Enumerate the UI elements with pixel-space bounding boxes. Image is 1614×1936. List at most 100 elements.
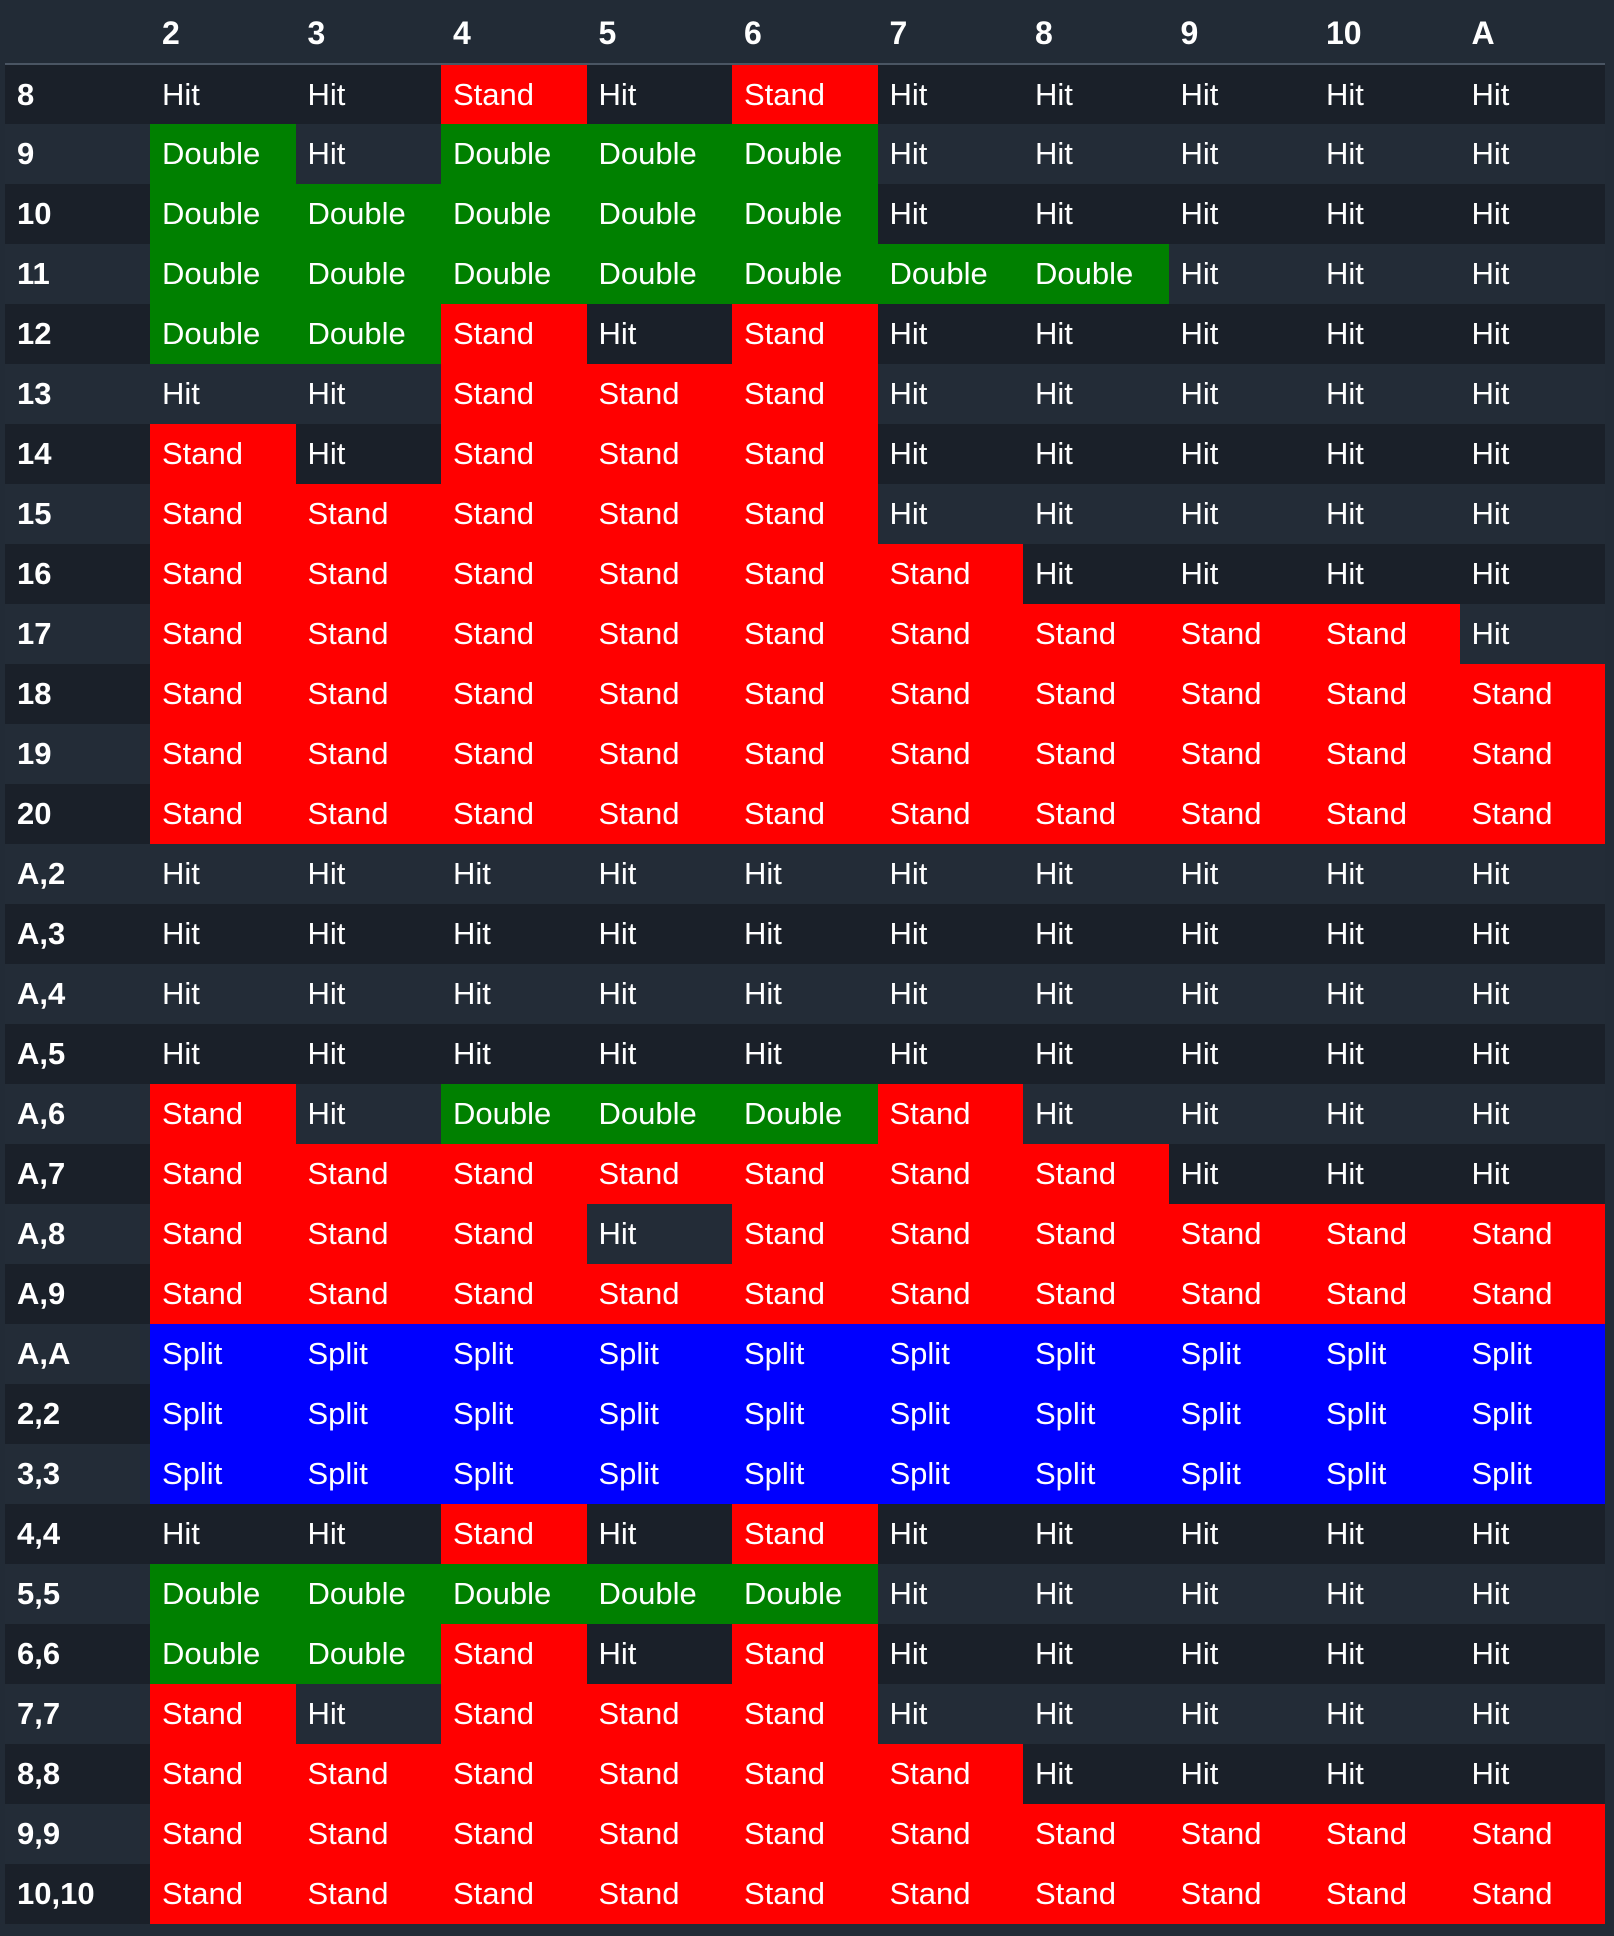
action-cell: Split — [441, 1444, 587, 1504]
action-cell: Stand — [1023, 1264, 1169, 1324]
action-cell: Stand — [1023, 1144, 1169, 1204]
action-cell: Split — [1314, 1324, 1460, 1384]
action-cell: Hit — [1459, 1144, 1605, 1204]
player-hand-label: 12 — [5, 304, 150, 364]
action-cell: Hit — [1023, 1504, 1169, 1564]
action-cell: Stand — [732, 1864, 878, 1924]
table-row: A,6 Stand Hit Double Double Double Stand Hit Hit… — [5, 1084, 1605, 1144]
action-cell: Stand — [150, 1684, 296, 1744]
action-cell: Double — [732, 1564, 878, 1624]
action-cell: Stand — [441, 1864, 587, 1924]
action-cell: Hit — [1023, 964, 1169, 1024]
action-cell: Double — [586, 184, 732, 244]
dealer-card-header: 8 — [1023, 4, 1169, 65]
action-cell: Stand — [441, 64, 587, 124]
action-cell: Stand — [732, 64, 878, 124]
action-cell: Hit — [150, 364, 296, 424]
action-cell: Stand — [441, 1744, 587, 1804]
player-hand-label: A,4 — [5, 964, 150, 1024]
action-cell: Double — [586, 1564, 732, 1624]
action-cell: Double — [295, 304, 441, 364]
action-cell: Double — [732, 1084, 878, 1144]
action-cell: Hit — [586, 844, 732, 904]
action-cell: Hit — [1314, 844, 1460, 904]
table-row: 9 Double Hit Double Double Double Hit Hit Hit Hit… — [5, 124, 1605, 184]
action-cell: Hit — [1023, 1624, 1169, 1684]
action-cell: Stand — [295, 1744, 441, 1804]
action-cell: Hit — [877, 964, 1023, 1024]
action-cell: Stand — [586, 1264, 732, 1324]
table-row: 8,8 Stand Stand Stand Stand Stand Stand Hit Hit H… — [5, 1744, 1605, 1804]
action-cell: Stand — [732, 604, 878, 664]
action-cell: Stand — [1168, 1264, 1314, 1324]
action-cell: Stand — [441, 1504, 587, 1564]
action-cell: Double — [150, 1624, 296, 1684]
dealer-card-header: 4 — [441, 4, 587, 65]
action-cell: Hit — [1168, 904, 1314, 964]
action-cell: Hit — [1314, 244, 1460, 304]
action-cell: Hit — [150, 964, 296, 1024]
player-hand-label: 16 — [5, 544, 150, 604]
action-cell: Hit — [295, 1504, 441, 1564]
table-row: 12 Double Double Stand Hit Stand Hit Hit Hit Hit H… — [5, 304, 1605, 364]
action-cell: Hit — [1168, 424, 1314, 484]
table-row: A,5 Hit Hit Hit Hit Hit Hit Hit Hit Hit Hit — [5, 1024, 1605, 1084]
action-cell: Stand — [441, 724, 587, 784]
action-cell: Stand — [295, 664, 441, 724]
action-cell: Double — [441, 1564, 587, 1624]
action-cell: Hit — [1168, 244, 1314, 304]
action-cell: Hit — [1459, 1084, 1605, 1144]
action-cell: Hit — [1168, 1744, 1314, 1804]
table-row: 7,7 Stand Hit Stand Stand Stand Hit Hit Hit Hit Hi… — [5, 1684, 1605, 1744]
player-hand-label: 15 — [5, 484, 150, 544]
action-cell: Split — [586, 1384, 732, 1444]
action-cell: Hit — [1023, 1744, 1169, 1804]
player-hand-label: 10 — [5, 184, 150, 244]
action-cell: Hit — [1314, 1024, 1460, 1084]
action-cell: Double — [586, 124, 732, 184]
action-cell: Stand — [441, 304, 587, 364]
action-cell: Stand — [295, 1864, 441, 1924]
action-cell: Hit — [1459, 1624, 1605, 1684]
action-cell: Hit — [1314, 124, 1460, 184]
player-hand-label: 11 — [5, 244, 150, 304]
action-cell: Double — [295, 244, 441, 304]
action-cell: Split — [1023, 1324, 1169, 1384]
action-cell: Stand — [732, 364, 878, 424]
table-row: A,4 Hit Hit Hit Hit Hit Hit Hit Hit Hit Hit — [5, 964, 1605, 1024]
action-cell: Stand — [586, 424, 732, 484]
table-row: 4,4 Hit Hit Stand Hit Stand Hit Hit Hit Hit Hit — [5, 1504, 1605, 1564]
action-cell: Hit — [1459, 364, 1605, 424]
action-cell: Stand — [1168, 1204, 1314, 1264]
action-cell: Stand — [877, 604, 1023, 664]
action-cell: Hit — [441, 844, 587, 904]
action-cell: Hit — [877, 1024, 1023, 1084]
action-cell: Hit — [1459, 1684, 1605, 1744]
action-cell: Hit — [1459, 244, 1605, 304]
player-hand-label: A,5 — [5, 1024, 150, 1084]
action-cell: Hit — [1023, 184, 1169, 244]
action-cell: Hit — [1459, 964, 1605, 1024]
action-cell: Stand — [1168, 784, 1314, 844]
action-cell: Double — [441, 124, 587, 184]
action-cell: Stand — [1314, 604, 1460, 664]
action-cell: Stand — [441, 664, 587, 724]
action-cell: Hit — [295, 844, 441, 904]
player-hand-label: A,2 — [5, 844, 150, 904]
action-cell: Stand — [150, 724, 296, 784]
action-cell: Stand — [877, 724, 1023, 784]
player-hand-label: A,7 — [5, 1144, 150, 1204]
action-cell: Hit — [586, 1624, 732, 1684]
action-cell: Stand — [150, 1204, 296, 1264]
action-cell: Stand — [732, 664, 878, 724]
action-cell: Hit — [1314, 304, 1460, 364]
action-cell: Stand — [150, 664, 296, 724]
action-cell: Hit — [150, 904, 296, 964]
action-cell: Stand — [1314, 784, 1460, 844]
action-cell: Hit — [732, 964, 878, 1024]
header-corner-cell — [5, 4, 150, 65]
action-cell: Hit — [1168, 64, 1314, 124]
action-cell: Split — [732, 1324, 878, 1384]
action-cell: Stand — [732, 544, 878, 604]
action-cell: Stand — [1023, 1864, 1169, 1924]
